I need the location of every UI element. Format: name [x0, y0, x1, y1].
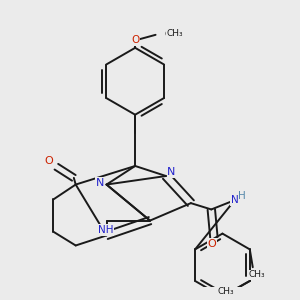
Text: N: N: [96, 178, 104, 188]
Text: CH₃: CH₃: [217, 287, 234, 296]
Text: O: O: [45, 156, 53, 166]
Text: H: H: [238, 191, 246, 201]
Text: NH: NH: [98, 225, 113, 235]
Text: CH₃: CH₃: [248, 270, 265, 279]
Text: N: N: [167, 167, 176, 177]
Text: O: O: [131, 35, 139, 45]
Text: N: N: [231, 195, 239, 205]
Text: CH₃: CH₃: [165, 30, 181, 39]
Text: CH₃: CH₃: [167, 29, 183, 38]
Text: O: O: [208, 239, 216, 249]
Text: O: O: [131, 35, 139, 45]
